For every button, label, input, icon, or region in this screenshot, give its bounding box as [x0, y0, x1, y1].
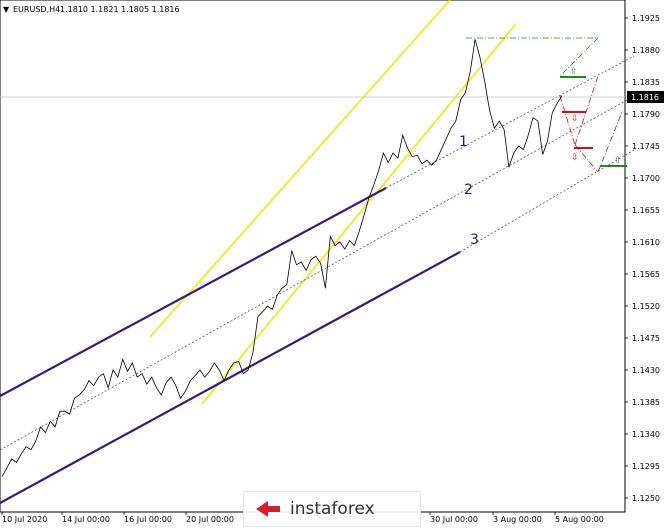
red-arrow-down-icon-1: ⇩ — [571, 114, 579, 124]
y-tick-label: 1.1835 — [632, 78, 660, 87]
x-tick-label: 5 Aug 00:00 — [555, 515, 604, 524]
x-tick-label: 10 Jul 2020 — [2, 515, 47, 524]
red-projection-3 — [574, 144, 599, 173]
red-projection-1 — [559, 95, 576, 146]
y-tick-label: 1.1340 — [632, 430, 660, 439]
y-axis: 1.1925 1.1880 1.1835 1.1790 1.1745 1.1700 1.16… — [625, 14, 660, 503]
wave-label-1: 1 — [459, 134, 468, 150]
y-tick-label: 1.1925 — [632, 14, 660, 23]
green-arrow-up-icon-2: ⇧ — [614, 156, 622, 166]
price-marker: 1.1816 — [631, 93, 659, 102]
x-tick-label: 14 Jul 00:00 — [62, 515, 110, 524]
price-marker-bg — [627, 91, 664, 103]
purple-channel-upper[interactable] — [0, 187, 387, 397]
y-tick-label: 1.1700 — [632, 174, 660, 183]
y-tick-label: 1.1430 — [632, 366, 660, 375]
green-arrow-up-icon: ⇧ — [570, 67, 578, 77]
x-tick-label: 30 Jul 00:00 — [430, 515, 478, 524]
x-tick-label: 20 Jul 00:00 — [186, 515, 234, 524]
purple-channel-lower[interactable] — [0, 251, 461, 504]
y-tick-label: 1.1385 — [632, 398, 660, 407]
y-tick-label: 1.1475 — [632, 334, 660, 343]
x-axis: 10 Jul 2020 14 Jul 00:00 16 Jul 00:00 20 Ju… — [1, 512, 604, 524]
y-tick-label: 1.1655 — [632, 206, 660, 215]
y-tick-label: 1.1610 — [632, 238, 660, 247]
x-tick-label: 16 Jul 00:00 — [124, 515, 172, 524]
yellow-channel-upper[interactable] — [149, 0, 451, 338]
y-tick-label: 1.1565 — [632, 270, 660, 279]
y-tick-label: 1.1790 — [632, 110, 660, 119]
wave-label-3: 3 — [470, 232, 479, 248]
price-series-line — [1, 39, 563, 477]
y-tick-label: 1.1250 — [632, 494, 660, 503]
header-dropdown-icon[interactable]: ▼ — [3, 5, 10, 14]
dotted-line-2[interactable] — [0, 95, 635, 451]
symbol-label: EURUSD,H4 — [13, 5, 60, 14]
red-arrow-down-icon-2: ⇩ — [571, 153, 579, 163]
wave-label-2: 2 — [464, 182, 473, 198]
watermark-box: instaforex — [243, 491, 421, 527]
x-tick-label: 3 Aug 00:00 — [493, 515, 542, 524]
y-tick-label: 1.1880 — [632, 46, 660, 55]
y-tick-label: 1.1520 — [632, 302, 660, 311]
watermark-text: instaforex — [290, 499, 375, 519]
y-tick-label: 1.1745 — [632, 142, 660, 151]
plot-frame — [0, 0, 626, 513]
instaforex-logo-icon — [256, 501, 280, 517]
ohlc-values: 1.1810 1.1821 1.1805 1.1816 — [60, 5, 180, 14]
red-projection-2 — [574, 75, 599, 146]
y-tick-label: 1.1295 — [632, 462, 660, 471]
green-projection-diag — [559, 37, 599, 77]
dotted-line-1[interactable] — [385, 55, 635, 189]
